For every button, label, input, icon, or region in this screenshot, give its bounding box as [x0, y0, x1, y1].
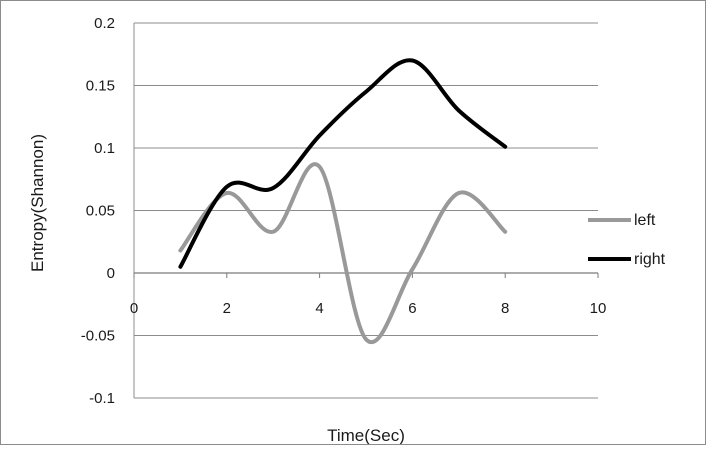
y-axis-title: Entropy(Shannon)	[28, 134, 47, 272]
series-line-right	[178, 58, 508, 269]
series-lines	[178, 58, 508, 345]
x-tick-label: 10	[590, 300, 607, 317]
y-tick-label: -0.1	[89, 390, 115, 407]
legend-label-left: left	[634, 212, 656, 229]
y-tick-label: 0	[107, 265, 115, 282]
series-line-left	[178, 162, 508, 345]
y-tick-label: -0.05	[81, 328, 115, 345]
axes: 0.2 0.15 0.1 0.05 0 -0.05 -0.1 0 2 4 6 8 10	[81, 15, 607, 407]
x-tick-label: 4	[315, 300, 323, 317]
x-axis-title: Time(Sec)	[327, 426, 405, 444]
x-tick-label: 0	[130, 300, 138, 317]
legend: left right	[588, 212, 666, 268]
x-tick-label: 8	[501, 300, 509, 317]
legend-label-right: right	[634, 251, 666, 268]
x-tick-label: 6	[408, 300, 416, 317]
y-tick-label: 0.05	[86, 203, 115, 220]
y-tick-label: 0.1	[94, 140, 115, 157]
y-tick-label: 0.15	[86, 78, 115, 95]
x-tick-label: 2	[223, 300, 231, 317]
y-tick-label: 0.2	[94, 15, 115, 32]
